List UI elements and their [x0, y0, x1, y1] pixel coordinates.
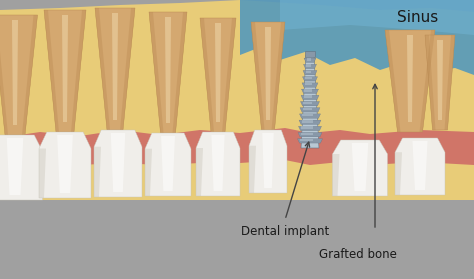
Polygon shape [301, 95, 319, 100]
Polygon shape [385, 30, 435, 132]
Polygon shape [419, 30, 435, 132]
Polygon shape [149, 12, 164, 133]
Bar [305, 51, 315, 57]
Polygon shape [0, 15, 37, 135]
Polygon shape [112, 13, 118, 120]
Polygon shape [332, 154, 339, 196]
Polygon shape [302, 83, 318, 87]
Polygon shape [407, 35, 413, 122]
Polygon shape [200, 18, 236, 132]
Polygon shape [94, 130, 142, 197]
Polygon shape [302, 120, 313, 122]
Polygon shape [301, 139, 313, 141]
Polygon shape [300, 114, 320, 118]
Polygon shape [412, 141, 428, 190]
Polygon shape [0, 15, 8, 135]
Polygon shape [149, 12, 187, 133]
Polygon shape [306, 71, 311, 73]
Polygon shape [303, 71, 317, 75]
Polygon shape [301, 89, 319, 93]
Polygon shape [7, 138, 23, 195]
Text: Grafted bone: Grafted bone [319, 248, 397, 261]
Polygon shape [272, 22, 285, 130]
Polygon shape [301, 102, 319, 106]
Polygon shape [145, 149, 152, 196]
Polygon shape [301, 133, 313, 135]
Polygon shape [39, 148, 46, 198]
Polygon shape [303, 108, 312, 110]
Polygon shape [215, 23, 221, 122]
Polygon shape [395, 138, 445, 195]
Polygon shape [12, 20, 18, 125]
Polygon shape [301, 126, 313, 129]
Polygon shape [240, 0, 474, 75]
Polygon shape [298, 133, 322, 137]
Polygon shape [299, 126, 321, 131]
Polygon shape [57, 135, 73, 193]
Polygon shape [95, 8, 135, 130]
Polygon shape [200, 18, 214, 132]
Polygon shape [165, 17, 171, 123]
Polygon shape [301, 55, 319, 148]
Polygon shape [249, 130, 287, 193]
Polygon shape [120, 8, 135, 130]
Polygon shape [298, 139, 322, 143]
Polygon shape [304, 95, 312, 98]
Polygon shape [262, 133, 273, 188]
Polygon shape [251, 22, 264, 130]
Polygon shape [0, 0, 474, 200]
Polygon shape [303, 64, 317, 69]
Polygon shape [145, 133, 191, 196]
Polygon shape [302, 114, 312, 116]
Polygon shape [303, 102, 312, 104]
Polygon shape [62, 15, 68, 122]
Polygon shape [71, 10, 86, 132]
Polygon shape [352, 143, 368, 191]
Polygon shape [94, 147, 101, 197]
Polygon shape [445, 35, 455, 130]
Polygon shape [161, 136, 175, 191]
Polygon shape [307, 64, 311, 67]
Polygon shape [251, 22, 285, 130]
Polygon shape [385, 30, 401, 132]
Polygon shape [22, 15, 37, 135]
Polygon shape [304, 58, 316, 62]
Polygon shape [307, 58, 311, 61]
Polygon shape [196, 148, 203, 196]
Polygon shape [196, 132, 240, 196]
Polygon shape [222, 18, 236, 132]
Polygon shape [173, 12, 187, 133]
Polygon shape [299, 120, 321, 124]
Polygon shape [39, 132, 91, 198]
Text: Sinus: Sinus [397, 11, 438, 25]
Polygon shape [111, 133, 125, 192]
Polygon shape [0, 135, 43, 200]
Polygon shape [437, 40, 443, 120]
Polygon shape [95, 8, 110, 130]
Polygon shape [265, 27, 271, 120]
Polygon shape [332, 140, 388, 196]
Polygon shape [44, 10, 59, 132]
Polygon shape [302, 77, 318, 81]
Polygon shape [306, 77, 311, 79]
Polygon shape [304, 89, 312, 92]
Polygon shape [0, 128, 474, 165]
Polygon shape [305, 83, 312, 85]
Polygon shape [425, 35, 436, 130]
Polygon shape [395, 152, 402, 195]
Polygon shape [425, 35, 455, 130]
Polygon shape [300, 108, 320, 112]
Polygon shape [280, 0, 474, 35]
Text: Dental implant: Dental implant [241, 225, 329, 238]
Polygon shape [211, 135, 225, 191]
Polygon shape [249, 146, 256, 193]
Polygon shape [44, 10, 86, 132]
